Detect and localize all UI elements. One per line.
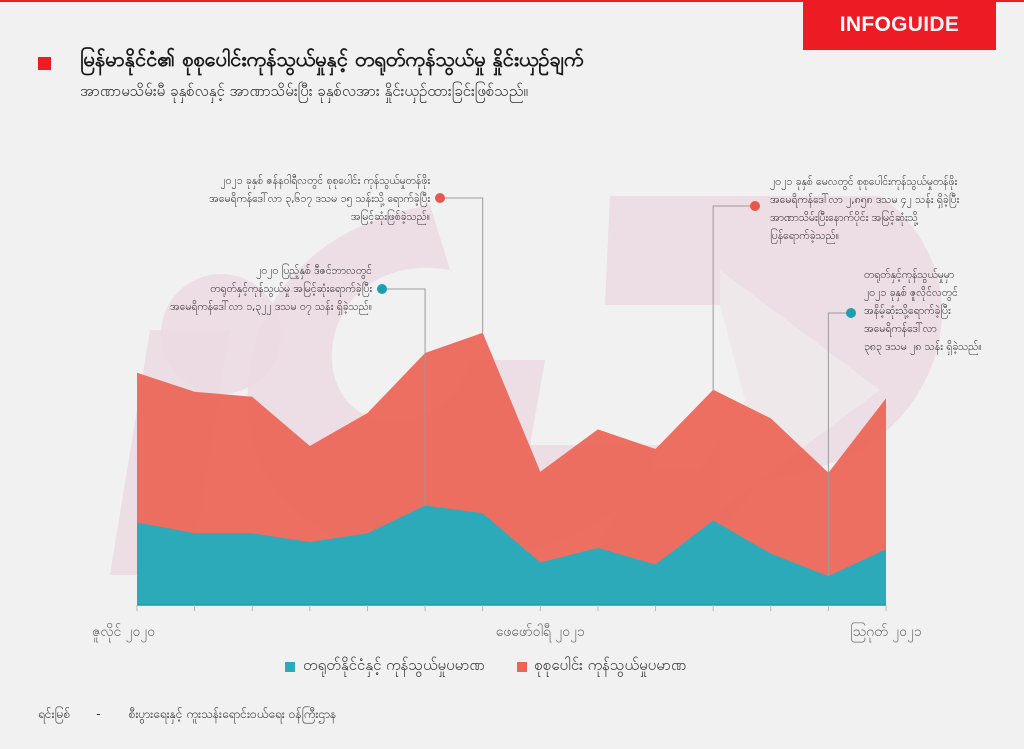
- brand-part2: GUIDE: [891, 13, 960, 36]
- annotation-dot-china: [846, 308, 856, 318]
- legend-swatch-china: [285, 662, 295, 672]
- annotation-line: အမေရိကန်ဒေါ်လာ ၃,၆၁၇ ဒသမ ၁၅ သန်းသို့ ရော…: [209, 193, 430, 205]
- annotation-line: အမေရိကန်ဒေါ်လာ: [864, 323, 937, 335]
- infoguide-logo: INFO GUIDE: [803, 0, 996, 50]
- areas: [137, 332, 886, 605]
- annotation-line: ၂၀၂၁ ခုနှစ် ဇန်နဝါရီလတွင် စုစုပေါင်း ကုန…: [220, 175, 430, 187]
- annotation-dot-china: [377, 284, 387, 294]
- annotation-line: အာဏာသိမ်းပြီးနောက်ပိုင်း အမြင့်ဆုံးသို့: [770, 212, 918, 224]
- annotation-dot-total: [750, 201, 760, 211]
- annotation-line: ပြန်ရောက်ခဲ့သည်။: [770, 230, 839, 242]
- page-subtitle: အာဏာမသိမ်းမီ ခုနှစ်လနှင့် အာဏာသိမ်းပြီး …: [80, 82, 528, 100]
- annotation-line: အမြင့်ဆုံးဖြစ်ခဲ့သည်။: [350, 211, 430, 223]
- source-note: ရင်းမြစ် - စီးပွားရေးနှင့် ကူးသန်းရောင်းဝယ…: [38, 706, 336, 724]
- x-tick-label: ဩဂုတ် ၂၀၂၁: [850, 624, 922, 640]
- annotation-line: ၂၀၂၁ ခုနှစ် ဇူလိုင်လတွင်: [864, 287, 958, 299]
- annotation-line: တရုတ်နှင့်ကုန်သွယ်မှုမှာ: [864, 269, 955, 281]
- annotation-connector: [827, 312, 851, 577]
- x-tick-label: ဇူလိုင် ၂၀၂၀: [92, 624, 156, 640]
- top-accent-line: [0, 0, 1024, 2]
- brand-part1: INFO: [839, 13, 892, 36]
- annotation-line: ၂၀၂၀ ပြည့်နှစ် ဒီဇင်ဘာလတွင်: [256, 265, 372, 277]
- annotation-line: တရုတ်နှင့်ကုန်သွယ်မှု အမြင့်ဆုံးရောက်ခဲ့…: [210, 283, 372, 295]
- annotation-connector: [440, 197, 484, 333]
- annotation-connector: [382, 288, 426, 506]
- legend-label-china: တရုတ်နိုင်ငံနှင့် ကုန်သွယ်မှုပမာဏ: [303, 656, 485, 674]
- source-dash: -: [96, 707, 101, 721]
- page-title: မြန်မာနိုင်ငံ၏ စုစုပေါင်းကုန်သွယ်မှုနှင့…: [80, 47, 584, 71]
- annotation-connectors: [377, 193, 856, 577]
- annotation-line: အမေရိကန်ဒေါ်လာ ၂,၈၅၈ ဒသမ ၄၂ သန်း ရှိခဲ့ပ…: [770, 194, 960, 206]
- source-label: ရင်းမြစ်: [38, 707, 71, 721]
- annotation-total-max: ၂၀၂၁ ခုနှစ် ဇန်နဝါရီလတွင် စုစုပေါင်း ကုန…: [160, 172, 430, 226]
- x-axis: [136, 604, 887, 611]
- legend-label-total: စုစုပေါင်း ကုန်သွယ်မှုပမာဏ: [534, 656, 687, 674]
- annotation-total-post-coup-max: ၂၀၂၁ ခုနှစ် မေလတွင် စုစုပေါင်းကုန်သွယ်မှ…: [770, 173, 1020, 245]
- annotation-china-max: ၂၀၂၀ ပြည့်နှစ် ဒီဇင်ဘာလတွင် တရုတ်နှင့်ကု…: [100, 262, 372, 316]
- legend-swatch-total: [516, 662, 527, 672]
- x-tick-label: ဖေဖော်ဝါရီ ၂၀၂၁: [495, 624, 585, 640]
- legend-item-china: တရုတ်နိုင်ငံနှင့် ကုန်သွယ်မှုပမာဏ: [285, 656, 485, 678]
- annotation-line: အမေရိကန်ဒေါ်လာ ၁,၃၂၂ ဒသမ ၀၇ သန်း ရှိခဲ့သ…: [169, 301, 372, 313]
- source-text: စီးပွားရေးနှင့် ကူးသန်းရောင်းဝယ်ရေး ဝန်က…: [128, 707, 337, 721]
- annotation-china-min: တရုတ်နှင့်ကုန်သွယ်မှုမှာ ၂၀၂၁ ခုနှစ် ဇူလ…: [864, 266, 1024, 356]
- annotation-line: ၂၀၂၁ ခုနှစ် မေလတွင် စုစုပေါင်းကုန်သွယ်မှ…: [770, 176, 958, 188]
- annotation-line: ၃၈၃ ဒသမ ၂၈ သန်း ရှိခဲ့သည်။: [864, 341, 982, 353]
- annotation-connector: [712, 205, 755, 390]
- legend-item-total: စုစုပေါင်း ကုန်သွယ်မှုပမာဏ: [516, 656, 687, 678]
- title-bullet-icon: [38, 57, 51, 70]
- area-china: [137, 505, 886, 605]
- annotation-line: အနိမ့်ဆုံးသို့ရောက်ခဲ့ပြီး: [864, 305, 951, 317]
- legend: တရုတ်နိုင်ငံနှင့် ကုန်သွယ်မှုပမာဏ စုစုပေ…: [285, 656, 686, 678]
- annotation-dot-total: [435, 193, 445, 203]
